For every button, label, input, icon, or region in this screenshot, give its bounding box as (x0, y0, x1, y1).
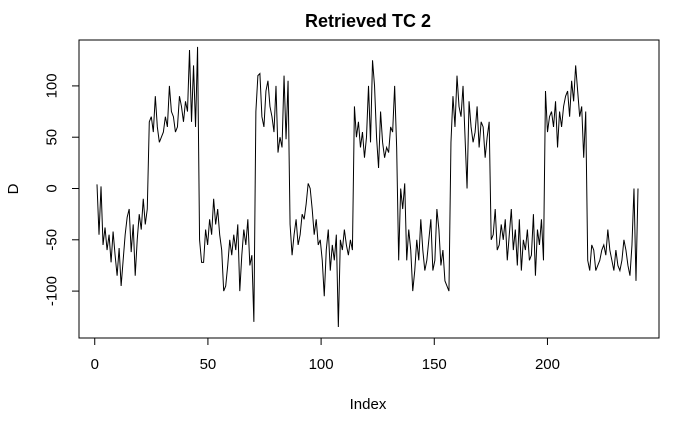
x-tick-label: 50 (200, 356, 217, 373)
y-axis-label: D (5, 183, 22, 194)
y-tick-label: -50 (44, 229, 61, 251)
chart-title: Retrieved TC 2 (305, 11, 431, 31)
y-tick-label: 50 (44, 129, 61, 146)
y-tick-label: -100 (44, 276, 61, 306)
y-tick-label: 100 (44, 73, 61, 98)
series-line (96, 46, 639, 328)
x-axis-label: Index (350, 396, 387, 413)
y-tick-label: 0 (44, 184, 61, 192)
x-tick-label: 0 (91, 356, 99, 373)
x-tick-label: 100 (309, 356, 334, 373)
x-axis: 0 50 100 150 200 (91, 337, 560, 373)
y-axis: -100 -50 0 50 100 (44, 73, 80, 306)
x-tick-label: 200 (535, 356, 560, 373)
x-tick-label: 150 (422, 356, 447, 373)
